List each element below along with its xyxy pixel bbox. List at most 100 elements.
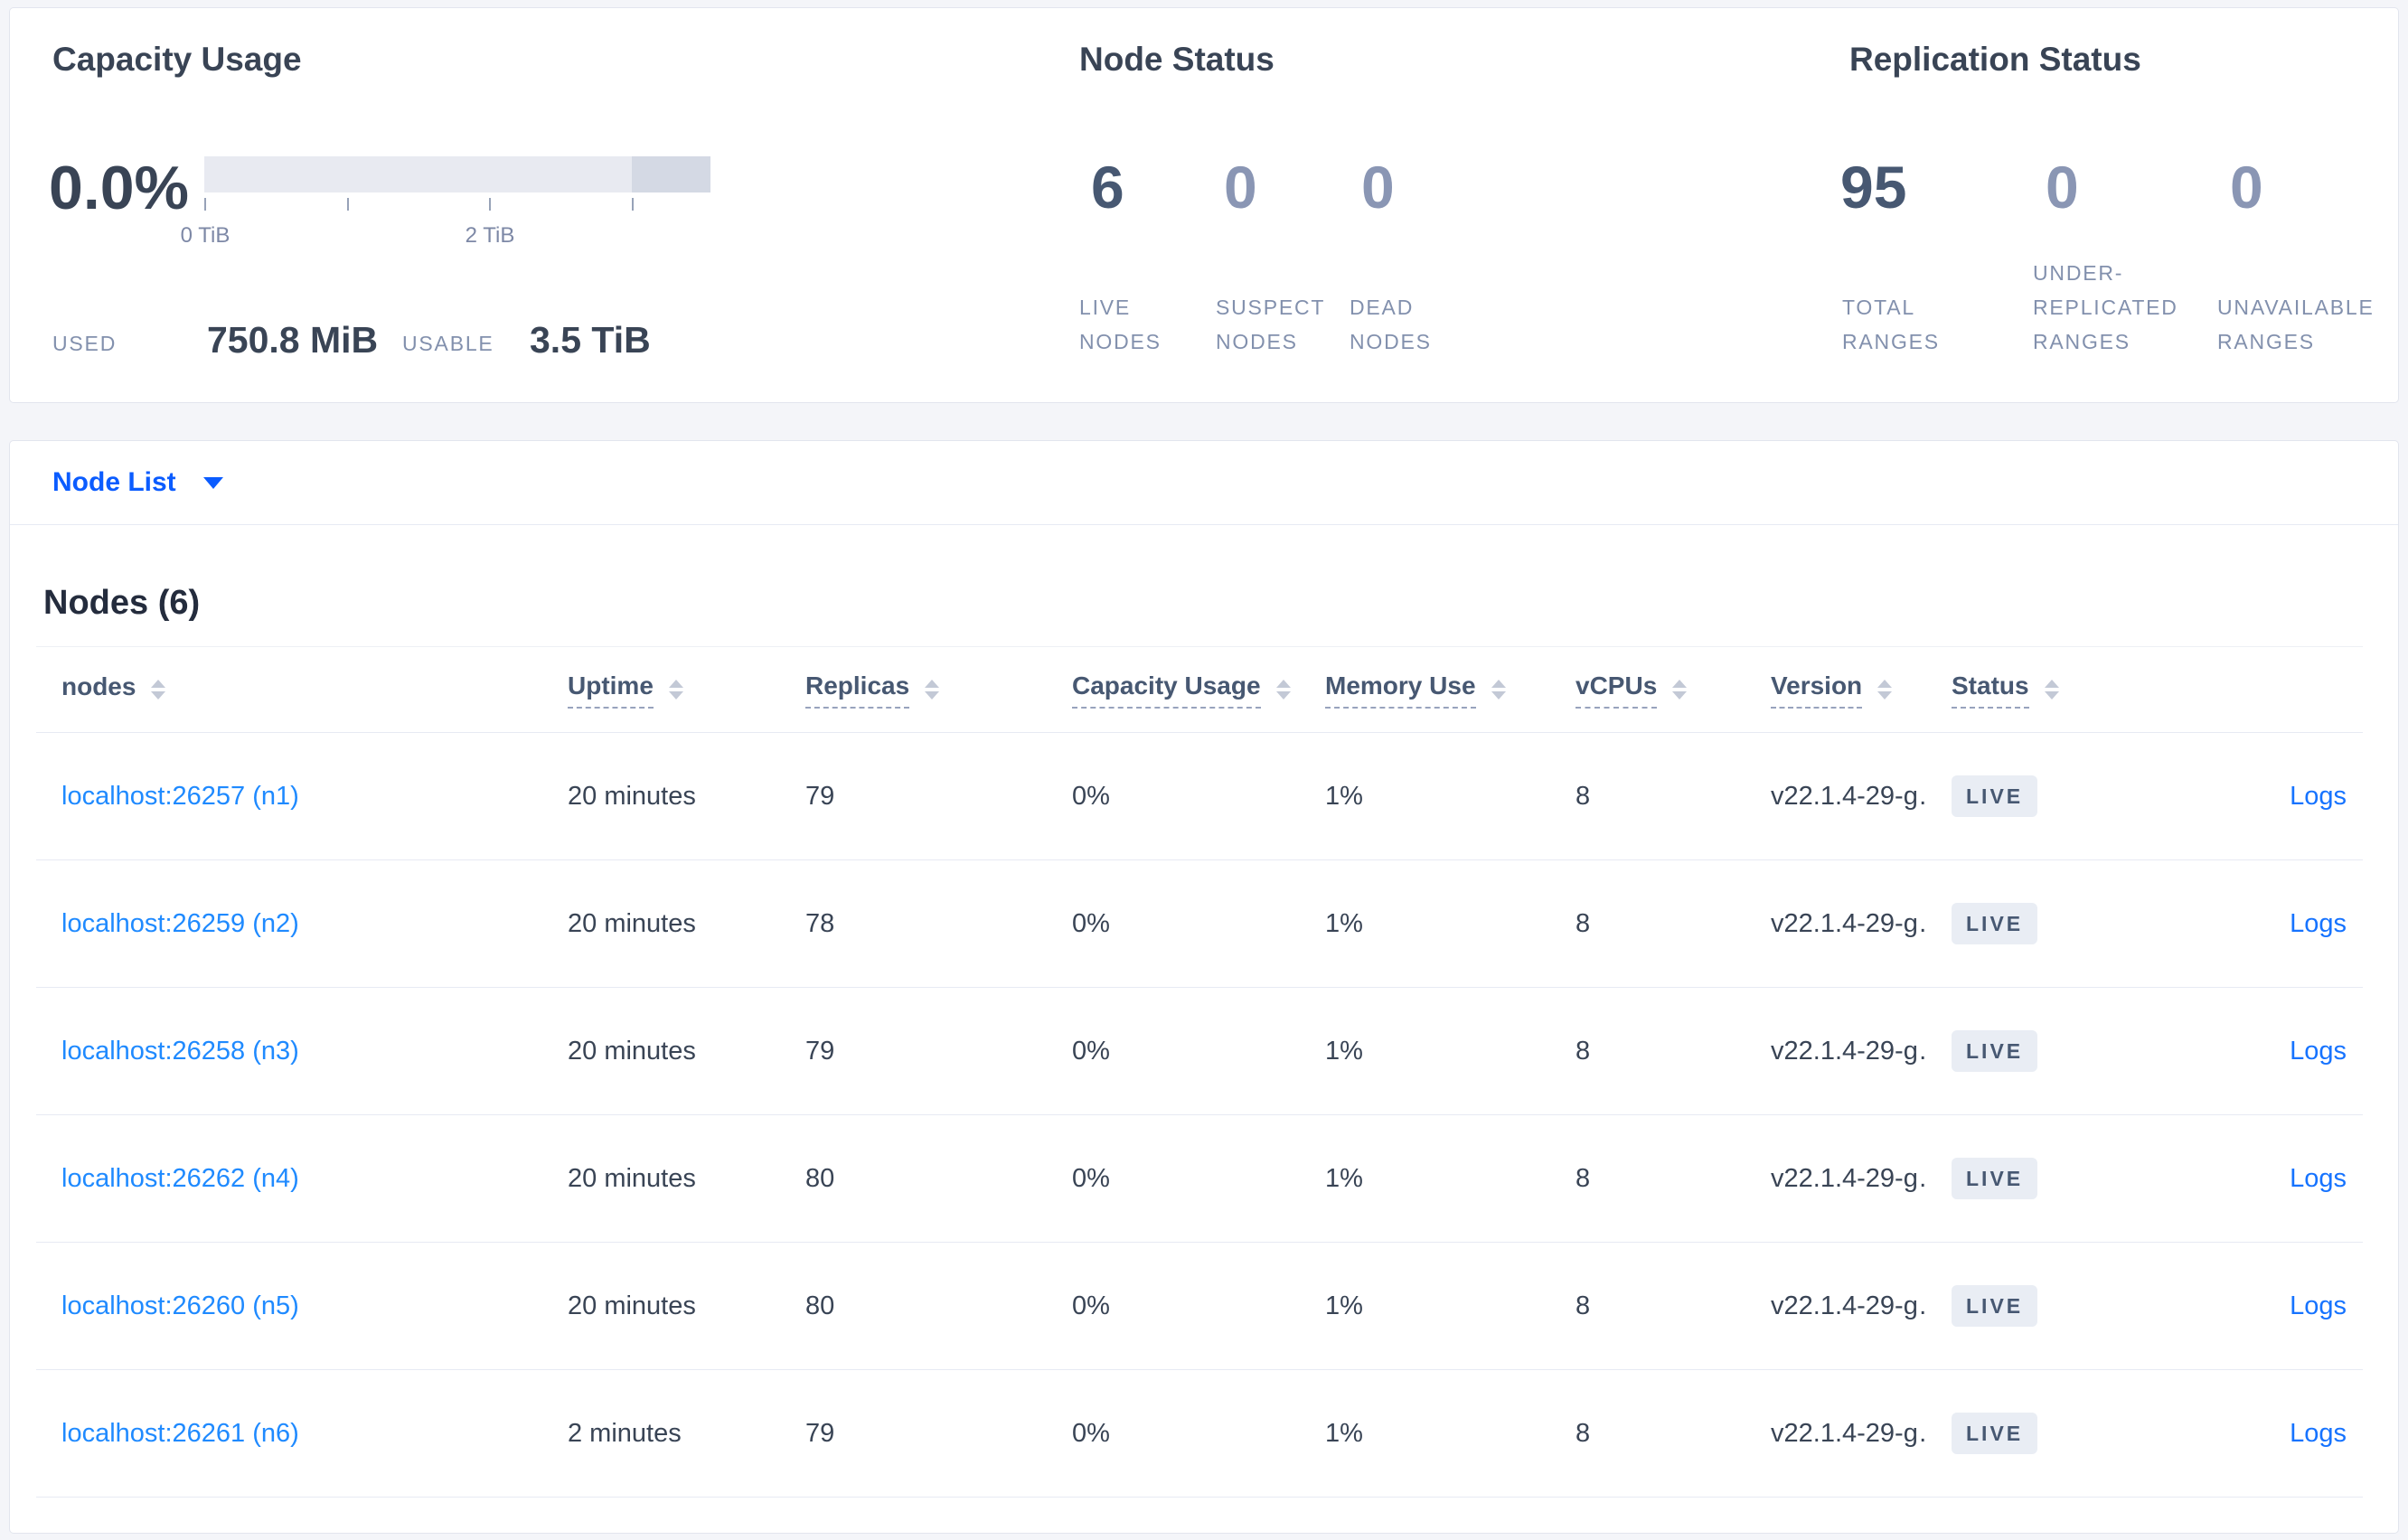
capacity-axis-label-2: 2 TiB <box>465 223 515 248</box>
vcpus-cell: 8 <box>1576 781 1591 811</box>
column-header-memory-use[interactable]: Memory Use <box>1300 671 1550 709</box>
suspect-nodes-count: 0 <box>1224 154 1257 221</box>
table-row: localhost:26261 (n6) 2 minutes 79 0% 1% … <box>36 1370 2363 1498</box>
capacity-used-value: 750.8 MiB <box>207 319 379 361</box>
unavailable-ranges-count: 0 <box>2230 154 2263 221</box>
column-header-label: Version <box>1771 671 1863 709</box>
capacity-usage-bar <box>204 156 710 192</box>
status-badge: LIVE <box>1952 903 2038 944</box>
total-ranges-count: 95 <box>1840 154 1907 221</box>
version-cell: v22.1.4-29-g… <box>1771 1163 1926 1193</box>
memory-cell: 1% <box>1325 781 1363 811</box>
column-header-capacity-usage[interactable]: Capacity Usage <box>1047 671 1300 709</box>
capacity-usage-bar-segment <box>632 156 710 192</box>
column-header-version[interactable]: Version <box>1745 671 1926 709</box>
replicas-cell: 79 <box>805 1418 835 1448</box>
capacity-axis-label-0: 0 TiB <box>180 223 230 248</box>
capacity-usable-value: 3.5 TiB <box>530 319 651 361</box>
logs-link[interactable]: Logs <box>2290 1418 2347 1448</box>
node-link[interactable]: localhost:26262 (n4) <box>61 1163 299 1193</box>
column-header-vcpus[interactable]: vCPUs <box>1550 671 1745 709</box>
version-cell: v22.1.4-29-g… <box>1771 1418 1926 1448</box>
column-header-label: Status <box>1952 671 2029 709</box>
version-cell: v22.1.4-29-g… <box>1771 908 1926 938</box>
uptime-cell: 20 minutes <box>568 1036 696 1066</box>
version-cell: v22.1.4-29-g… <box>1771 1036 1926 1066</box>
memory-cell: 1% <box>1325 908 1363 938</box>
column-header-status[interactable]: Status <box>1926 671 2131 709</box>
cluster-summary-card: Capacity Usage 0.0% 0 TiB 2 TiB USED 750… <box>9 7 2399 403</box>
under-replicated-ranges-count: 0 <box>2046 154 2079 221</box>
uptime-cell: 20 minutes <box>568 1163 696 1193</box>
uptime-cell: 20 minutes <box>568 1291 696 1320</box>
uptime-cell: 20 minutes <box>568 908 696 938</box>
status-badge: LIVE <box>1952 775 2038 817</box>
memory-cell: 1% <box>1325 1418 1363 1448</box>
logs-link[interactable]: Logs <box>2290 1163 2347 1193</box>
logs-link[interactable]: Logs <box>2290 1291 2347 1320</box>
replicas-cell: 80 <box>805 1291 835 1320</box>
total-ranges-label: TOTAL RANGES <box>1842 296 1940 353</box>
capacity-usable-label: USABLE <box>402 332 494 355</box>
view-selector-label: Node List <box>52 467 176 497</box>
live-nodes-count: 6 <box>1091 154 1124 221</box>
sort-icon <box>1275 680 1291 700</box>
table-row: localhost:26260 (n5) 20 minutes 80 0% 1%… <box>36 1243 2363 1370</box>
nodes-table: nodes Uptime Replicas Capacity Usage Mem… <box>36 646 2363 1498</box>
column-header-uptime[interactable]: Uptime <box>542 671 780 709</box>
table-header-row: nodes Uptime Replicas Capacity Usage Mem… <box>36 646 2363 733</box>
capacity-axis-tick <box>347 198 349 211</box>
capacity-axis-tick <box>204 198 206 211</box>
logs-link[interactable]: Logs <box>2290 781 2347 811</box>
replication-status-title: Replication Status <box>1849 41 2141 78</box>
column-header-label: Memory Use <box>1325 671 1476 709</box>
table-row: localhost:26258 (n3) 20 minutes 79 0% 1%… <box>36 988 2363 1115</box>
column-header-label: vCPUs <box>1576 671 1658 709</box>
nodes-table-title: Nodes (6) <box>43 584 201 622</box>
capacity-cell: 0% <box>1072 1418 1110 1448</box>
capacity-cell: 0% <box>1072 781 1110 811</box>
vcpus-cell: 8 <box>1576 1291 1591 1320</box>
node-link[interactable]: localhost:26258 (n3) <box>61 1036 299 1066</box>
node-link[interactable]: localhost:26261 (n6) <box>61 1418 299 1448</box>
logs-link[interactable]: Logs <box>2290 1036 2347 1066</box>
under-replicated-ranges-label: UNDER-REPLICATED RANGES <box>2033 261 2178 353</box>
status-badge: LIVE <box>1952 1413 2038 1454</box>
dead-nodes-label: DEAD NODES <box>1350 296 1432 353</box>
node-link[interactable]: localhost:26257 (n1) <box>61 781 299 811</box>
column-header-label: Capacity Usage <box>1072 671 1261 709</box>
sort-icon <box>1672 680 1688 700</box>
sort-icon <box>1877 680 1893 700</box>
node-status-title: Node Status <box>1079 41 1275 78</box>
replicas-cell: 79 <box>805 781 835 811</box>
sort-icon <box>668 680 683 700</box>
caret-down-icon <box>202 476 223 489</box>
version-cell: v22.1.4-29-g… <box>1771 1291 1926 1320</box>
vcpus-cell: 8 <box>1576 908 1591 938</box>
column-header-replicas[interactable]: Replicas <box>780 671 1047 709</box>
memory-cell: 1% <box>1325 1036 1363 1066</box>
replicas-cell: 79 <box>805 1036 835 1066</box>
logs-link[interactable]: Logs <box>2290 908 2347 938</box>
capacity-cell: 0% <box>1072 1291 1110 1320</box>
node-link[interactable]: localhost:26259 (n2) <box>61 908 299 938</box>
replicas-cell: 78 <box>805 908 835 938</box>
replicas-cell: 80 <box>805 1163 835 1193</box>
live-nodes-label: LIVE NODES <box>1079 296 1162 353</box>
capacity-cell: 0% <box>1072 908 1110 938</box>
table-row: localhost:26257 (n1) 20 minutes 79 0% 1%… <box>36 733 2363 860</box>
suspect-nodes-label: SUSPECT NODES <box>1216 296 1325 353</box>
node-list-card: Node List Nodes (6) nodes Uptime Replica… <box>9 440 2399 1534</box>
uptime-cell: 20 minutes <box>568 781 696 811</box>
dead-nodes-count: 0 <box>1361 154 1395 221</box>
column-header-nodes[interactable]: nodes <box>36 672 542 708</box>
capacity-used-label: USED <box>52 332 118 355</box>
status-badge: LIVE <box>1952 1158 2038 1199</box>
column-header-label: nodes <box>61 671 136 700</box>
capacity-percent-value: 0.0% <box>49 154 189 222</box>
vcpus-cell: 8 <box>1576 1418 1591 1448</box>
table-row: localhost:26262 (n4) 20 minutes 80 0% 1%… <box>36 1115 2363 1243</box>
vcpus-cell: 8 <box>1576 1036 1591 1066</box>
node-link[interactable]: localhost:26260 (n5) <box>61 1291 299 1320</box>
view-selector-dropdown[interactable]: Node List <box>10 441 2398 525</box>
